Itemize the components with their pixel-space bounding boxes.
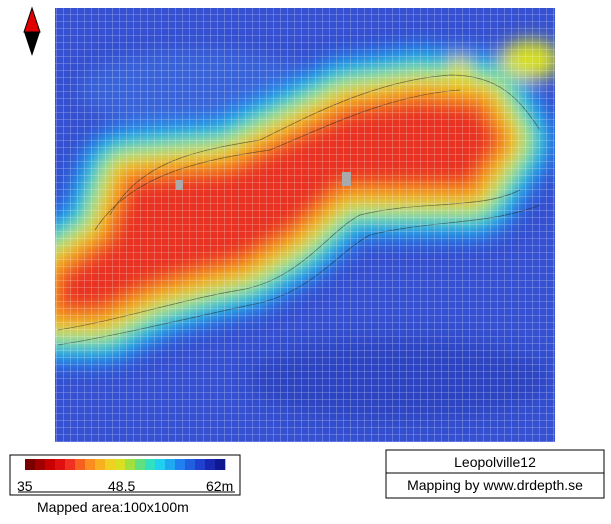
scale-swatch xyxy=(185,459,196,470)
scale-min: 35 xyxy=(17,478,33,494)
scale-swatch xyxy=(65,459,76,470)
depth-map xyxy=(55,8,555,442)
scale-swatch xyxy=(115,459,126,470)
mapped-area: Mapped area:100x100m xyxy=(37,499,189,515)
color-scale xyxy=(25,459,226,470)
scale-swatch xyxy=(95,459,106,470)
scale-swatch xyxy=(205,459,216,470)
scale-swatch xyxy=(85,459,96,470)
scale-swatch xyxy=(45,459,56,470)
scale-swatch xyxy=(25,459,36,470)
scale-swatch xyxy=(125,459,136,470)
scale-swatch xyxy=(105,459,116,470)
scale-swatch xyxy=(75,459,86,470)
scale-swatch xyxy=(145,459,156,470)
scale-swatch xyxy=(195,459,206,470)
scale-swatch xyxy=(215,459,226,470)
scale-swatch xyxy=(55,459,66,470)
scale-swatch xyxy=(155,459,166,470)
scale-swatch xyxy=(135,459,146,470)
scale-swatch xyxy=(165,459,176,470)
north-arrow xyxy=(23,6,41,56)
scale-max: 62m xyxy=(206,478,233,494)
scale-swatch xyxy=(175,459,186,470)
map-name: Leopolville12 xyxy=(454,454,536,470)
scale-swatch xyxy=(35,459,46,470)
info-box xyxy=(385,449,605,499)
scale-mid: 48.5 xyxy=(108,478,135,494)
credit: Mapping by www.drdepth.se xyxy=(407,477,583,493)
